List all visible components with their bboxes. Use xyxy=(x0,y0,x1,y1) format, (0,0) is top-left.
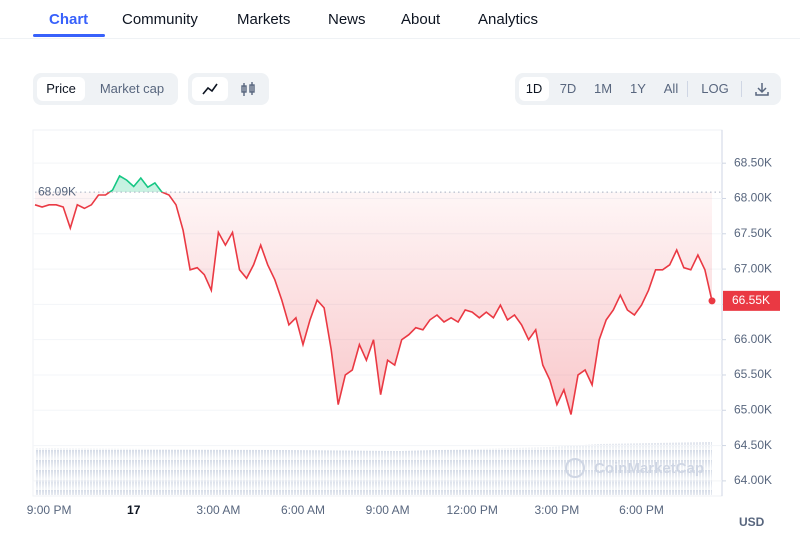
tab[interactable]: News xyxy=(328,11,366,28)
line-icon-button[interactable] xyxy=(192,77,228,101)
chart-style-toggle xyxy=(188,73,269,105)
range-button[interactable]: 1D xyxy=(519,77,549,101)
last-price-dot xyxy=(708,297,716,305)
y-unit: USD xyxy=(739,515,765,529)
price-tag xyxy=(723,290,780,311)
x-tick-label: 6:00 PM xyxy=(619,503,664,517)
line-icon xyxy=(202,83,218,95)
y-tick-label: 65.50K xyxy=(734,367,772,381)
x-tick-label: 17 xyxy=(127,503,141,517)
y-tick-label: 66.00K xyxy=(734,332,772,346)
tab[interactable]: About xyxy=(401,11,441,28)
download-icon xyxy=(755,83,769,96)
price-line-up xyxy=(108,174,165,193)
watermark-logo xyxy=(565,458,585,478)
tab[interactable]: Chart xyxy=(49,11,89,28)
reference-label: 68.09K xyxy=(38,184,76,198)
y-tick-label: 65.00K xyxy=(734,402,772,416)
y-tick-label: 68.50K xyxy=(734,155,772,169)
tab[interactable]: Analytics xyxy=(478,11,539,28)
log-button[interactable]: LOG xyxy=(701,81,729,96)
toggle-button[interactable]: Price xyxy=(37,77,85,101)
divider xyxy=(0,38,800,39)
separator xyxy=(687,81,688,97)
metric-toggle: Price Market cap xyxy=(33,73,178,105)
y-tick-label: 68.00K xyxy=(734,191,772,205)
range-button[interactable]: 1M xyxy=(593,81,613,96)
price-tag-label: 66.55K xyxy=(732,293,770,307)
price-line-down xyxy=(34,192,713,415)
separator xyxy=(741,81,742,97)
candle-icon-button[interactable] xyxy=(230,77,266,101)
candle-icon xyxy=(241,82,255,96)
y-tick-label: 64.00K xyxy=(734,473,772,487)
y-tick-label: 64.50K xyxy=(734,438,772,452)
volume-band xyxy=(35,442,712,495)
tab[interactable]: Community xyxy=(122,11,198,28)
download-button[interactable] xyxy=(747,77,777,101)
area-fill-down xyxy=(35,192,712,415)
area-fill-up xyxy=(109,175,162,193)
x-tick-label: 9:00 PM xyxy=(27,503,72,517)
x-tick-label: 12:00 PM xyxy=(447,503,498,517)
x-tick-label: 9:00 AM xyxy=(366,503,410,517)
x-tick-label: 6:00 AM xyxy=(281,503,325,517)
range-toggle: 1D 7D 1M 1Y All LOG xyxy=(515,73,781,105)
x-tick-label: 3:00 PM xyxy=(535,503,580,517)
tab-underline xyxy=(33,34,105,37)
x-tick-label: 3:00 AM xyxy=(196,503,240,517)
y-tick-label: 67.50K xyxy=(734,226,772,240)
tab[interactable]: Markets xyxy=(237,11,291,28)
watermark: CoinMarketCap xyxy=(594,460,704,477)
range-button[interactable]: 1Y xyxy=(630,81,646,96)
toggle-button[interactable]: Market cap xyxy=(99,81,165,96)
y-tick-label: 67.00K xyxy=(734,261,772,275)
range-button[interactable]: 7D xyxy=(559,81,577,96)
range-button[interactable]: All xyxy=(663,81,679,96)
